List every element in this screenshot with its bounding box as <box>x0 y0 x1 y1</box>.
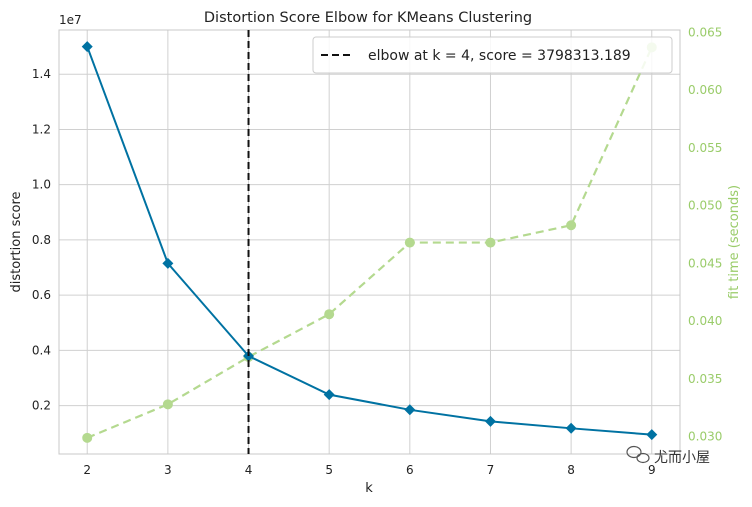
distortion-point <box>81 41 93 53</box>
y-tick-label: 1.0 <box>32 178 51 192</box>
y2-tick-label: 0.040 <box>688 314 722 328</box>
y2-tick-labels: 0.030 0.035 0.040 0.045 0.050 0.055 0.060 0.065 <box>688 25 722 443</box>
chart-title: Distortion Score Elbow for KMeans Cluste… <box>204 10 532 26</box>
fit-time-point <box>324 309 335 320</box>
y-tick-label: 0.6 <box>32 288 51 302</box>
y2-tick-label: 0.030 <box>688 430 722 444</box>
y2-tick-label: 0.045 <box>688 256 722 270</box>
x-axis-label: k <box>365 481 373 496</box>
y-offset-label: 1e7 <box>59 13 82 27</box>
y-tick-label: 0.4 <box>32 343 51 357</box>
distortion-point <box>646 429 658 441</box>
distortion-point <box>323 389 335 401</box>
x-tick-label: 3 <box>164 463 172 477</box>
legend-elbow-label: elbow at k = 4, score = 3798313.189 <box>368 48 631 64</box>
x-tick-label: 2 <box>83 463 91 477</box>
distortion-line <box>86 46 652 436</box>
fit-time-point <box>566 220 577 231</box>
watermark-text: 尤而小屋 <box>654 450 710 466</box>
distortion-series <box>81 41 658 441</box>
fit-time-point <box>485 237 496 248</box>
fit-time-point <box>82 432 93 443</box>
distortion-point <box>162 257 174 269</box>
fit-time-point <box>404 237 415 248</box>
y-tick-label: 1.4 <box>32 67 51 81</box>
distortion-point <box>404 404 416 416</box>
y2-tick-label: 0.035 <box>688 372 722 386</box>
fit-time-line <box>86 46 653 439</box>
distortion-point <box>565 422 577 434</box>
x-tick-label: 6 <box>406 463 414 477</box>
y-axis-label: distortion score <box>9 192 24 293</box>
y-tick-labels: 0.2 0.4 0.6 0.8 1.0 1.2 1.4 <box>32 67 51 412</box>
grid-lines <box>59 30 680 454</box>
x-tick-label: 7 <box>487 463 495 477</box>
fit-time-series <box>82 42 657 443</box>
fit-time-point <box>162 399 173 410</box>
legend-box <box>312 36 673 74</box>
y2-tick-label: 0.050 <box>688 199 722 213</box>
y2-tick-label: 0.065 <box>688 25 722 39</box>
wechat-icon <box>626 445 650 464</box>
y2-tick-label: 0.055 <box>688 141 722 155</box>
y-tick-label: 0.2 <box>32 399 51 413</box>
y2-axis-label: fit time (seconds) <box>727 185 742 299</box>
x-tick-label: 8 <box>567 463 575 477</box>
x-tick-labels: 2 3 4 5 6 7 8 9 <box>83 463 655 477</box>
x-tick-label: 4 <box>245 463 253 477</box>
y2-tick-label: 0.060 <box>688 83 722 97</box>
y-tick-label: 1.2 <box>32 122 51 136</box>
plot-frame <box>58 29 681 455</box>
x-tick-label: 5 <box>325 463 333 477</box>
legend: elbow at k = 4, score = 3798313.189 <box>312 36 673 74</box>
watermark: 尤而小屋 <box>626 445 710 466</box>
distortion-point <box>484 415 496 427</box>
x-tick-label: 9 <box>648 463 656 477</box>
y-tick-label: 0.8 <box>32 233 51 247</box>
